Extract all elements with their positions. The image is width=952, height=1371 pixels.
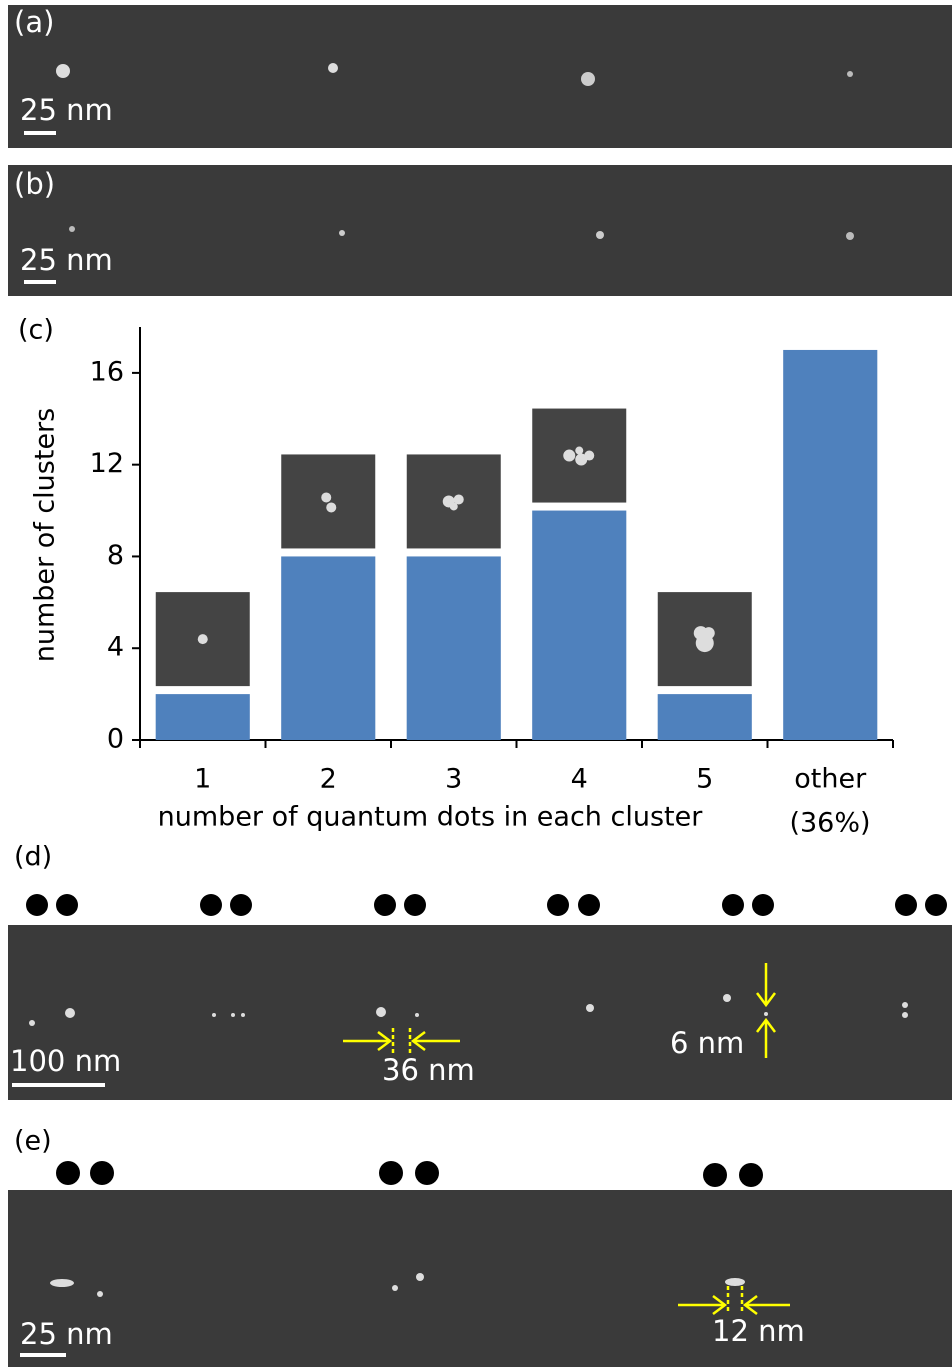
- bar: [532, 510, 627, 740]
- micrograph: [8, 925, 952, 1100]
- panel-label: (c): [18, 315, 54, 346]
- micrograph: [8, 165, 952, 296]
- inset-particle: [449, 502, 458, 511]
- y-axis-label: number of clusters: [30, 408, 61, 662]
- particle: [328, 63, 338, 73]
- x-tick-label: 1: [194, 764, 211, 795]
- inset-particle: [197, 634, 208, 645]
- panel-label: (e): [14, 1126, 52, 1157]
- particles: [50, 1273, 745, 1297]
- y-tick-label: 12: [90, 448, 124, 479]
- measure-arrows: [343, 963, 776, 1058]
- particles: [29, 994, 908, 1026]
- bar: [406, 556, 501, 740]
- particle: [339, 230, 345, 236]
- particle: [847, 71, 853, 77]
- y-tick-label: 4: [107, 632, 124, 663]
- annotation: 6 nm: [670, 1026, 744, 1060]
- y-tick-label: 8: [107, 540, 124, 571]
- inset-particle: [584, 450, 595, 461]
- bar-chart: (c) number of clusters number of quantum…: [18, 315, 894, 839]
- annotation: 12 nm: [712, 1314, 805, 1348]
- x-tick-label: 5: [696, 764, 713, 795]
- particle: [69, 226, 75, 232]
- particle: [596, 231, 604, 239]
- x-tick-label: other: [794, 764, 867, 795]
- micrograph: [8, 5, 952, 148]
- inset-particle: [321, 492, 332, 503]
- panel-label: (d): [14, 842, 52, 873]
- scale-label: 25 nm: [20, 1317, 113, 1351]
- inset-particle: [695, 634, 714, 653]
- y-tick-label: 0: [107, 724, 124, 755]
- scale-label: 25 nm: [20, 93, 113, 127]
- bar: [783, 349, 878, 740]
- x-axis-label: number of quantum dots in each cluster: [158, 802, 704, 833]
- panel-label: (a): [14, 5, 54, 39]
- x-tick-label: 4: [571, 764, 588, 795]
- panel-label: (b): [14, 167, 55, 201]
- bar: [657, 694, 752, 740]
- bar: [155, 694, 250, 740]
- x-tick-label: 3: [445, 764, 462, 795]
- particle: [846, 232, 854, 240]
- bar: [281, 556, 376, 740]
- annotation: 36 nm: [382, 1053, 475, 1087]
- dot-markers: [26, 894, 947, 916]
- scale-label: 100 nm: [10, 1044, 121, 1078]
- x-tick-label: 2: [320, 764, 337, 795]
- dot-markers: [56, 1161, 763, 1187]
- particle: [581, 72, 595, 86]
- annotation: (36%): [789, 808, 870, 839]
- y-tick-label: 16: [90, 356, 124, 387]
- inset-particle: [453, 494, 464, 505]
- inset-particle: [326, 502, 337, 513]
- inset-particle: [575, 453, 588, 466]
- scale-label: 25 nm: [20, 243, 113, 277]
- inset-particle: [575, 446, 584, 455]
- measure-arrows: [678, 1286, 790, 1315]
- particle: [56, 64, 70, 78]
- micrograph: [8, 1190, 952, 1367]
- inset-particle: [563, 449, 576, 462]
